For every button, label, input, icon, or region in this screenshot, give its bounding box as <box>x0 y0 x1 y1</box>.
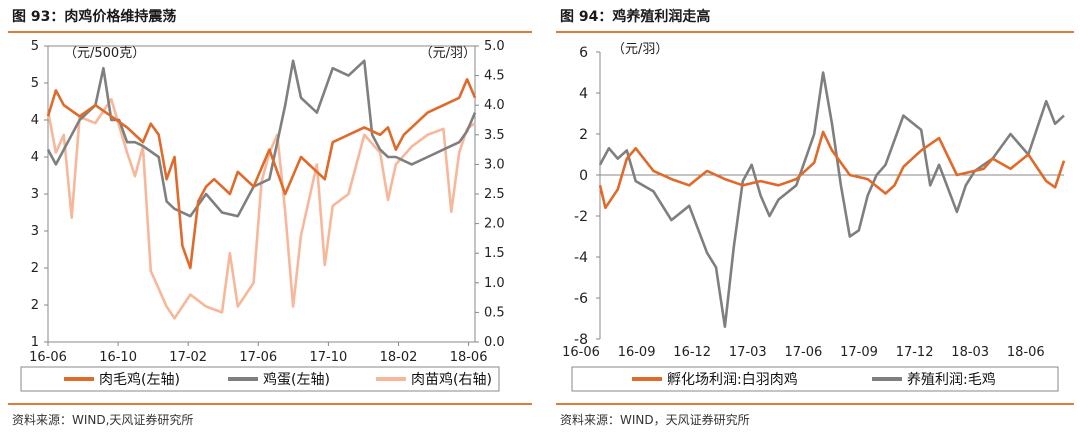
series-line-0 <box>598 130 1066 210</box>
x-axis-tick-label: 18-06 <box>1007 345 1045 360</box>
x-axis-tick-label: 17-09 <box>840 345 878 360</box>
legend-box <box>571 366 1059 392</box>
legend-box <box>20 366 500 392</box>
x-axis-tick-label: 17-10 <box>310 350 348 365</box>
y-axis-tick-label: 6 <box>579 45 588 61</box>
right-axis-tick-label: 1.5 <box>484 246 505 261</box>
left-axis-tick-label: 5 <box>31 39 39 54</box>
left-axis-tick-label: 3 <box>31 187 39 202</box>
left-axis-tick-label: 4 <box>31 113 39 128</box>
legend-label-1: 鸡蛋(左轴) <box>263 371 330 388</box>
x-axis-tick-label: 17-02 <box>169 350 207 365</box>
chart-title: 图 93：肉鸡价格维持震荡 <box>12 9 177 25</box>
x-axis-tick-label: 17-03 <box>729 345 767 360</box>
title-divider <box>8 31 532 33</box>
right-axis-tick-label: 5.0 <box>484 39 505 54</box>
chart-title: 图 94：鸡养殖利润走高 <box>560 9 711 25</box>
left-axis-tick-label: 5 <box>31 76 39 91</box>
y-axis-tick-label: 0 <box>579 168 588 184</box>
y-axis-tick-label: -8 <box>574 332 588 348</box>
title-divider <box>556 31 1074 33</box>
right-axis-tick-label: 3.5 <box>484 128 505 143</box>
x-axis-tick-label: 18-06 <box>450 350 488 365</box>
y-axis-unit: （元/羽） <box>612 42 668 57</box>
right-axis-tick-label: 4.0 <box>484 98 505 113</box>
x-axis-tick-label: 18-02 <box>380 350 418 365</box>
legend-label-2: 肉苗鸡(右轴) <box>411 371 492 388</box>
left-axis-tick-label: 2 <box>31 261 39 276</box>
right-axis-tick-label: 0.0 <box>484 335 505 350</box>
source-divider <box>556 403 1074 405</box>
left-axis-tick-label: 1 <box>31 335 39 350</box>
legend-label-0: 孵化场利润:白羽肉鸡 <box>667 371 798 388</box>
right-axis-unit: （元/羽） <box>420 46 476 61</box>
x-axis-tick-label: 16-10 <box>99 350 137 365</box>
right-axis-tick-label: 0.5 <box>484 305 505 320</box>
x-axis-tick-label: 16-06 <box>29 350 67 365</box>
y-axis-tick-label: 2 <box>579 127 588 143</box>
x-axis-tick-label: 18-03 <box>951 345 989 360</box>
x-axis-tick-label: 17-12 <box>896 345 934 360</box>
figure-94: 图 94：鸡养殖利润走高 6 4 2 0 -2 -4 -6 -8 16-06 16-09 16-12… <box>556 0 1076 433</box>
right-axis-tick-label: 3.0 <box>484 157 505 172</box>
right-axis-tick-label: 2.5 <box>484 187 505 202</box>
series-line-0 <box>46 78 477 270</box>
right-axis-tick-label: 1.0 <box>484 276 505 291</box>
profit-chart: 6 4 2 0 -2 -4 -6 -816-06 16-09 16-12 17-03 17-06 17-… <box>562 42 1066 392</box>
x-axis-tick-label: 17-06 <box>239 350 277 365</box>
x-axis-tick-label: 16-09 <box>618 345 656 360</box>
figure-93: 图 93：肉鸡价格维持震荡 5 5 4 4 3 3 2 2 1 5.0 4.5 4.0 3.5 3.0 2.… <box>8 0 532 433</box>
series-line-2 <box>46 98 476 320</box>
legend: 肉毛鸡(左轴) 鸡蛋(左轴) 肉苗鸡(右轴) <box>20 366 500 392</box>
left-axis-tick-label: 3 <box>31 224 39 239</box>
x-axis-tick-label: 16-06 <box>562 345 600 360</box>
y-axis-tick-label: -2 <box>574 209 588 225</box>
price-chart: 5 5 4 4 3 3 2 2 1 5.0 4.5 4.0 3.5 3.0 2.5 2.0 1.5 1.0 0.5 0… <box>20 39 505 392</box>
left-axis-tick-label: 4 <box>31 150 39 165</box>
series-line-1 <box>598 71 1065 328</box>
right-axis-tick-label: 2.0 <box>484 217 505 232</box>
x-axis-tick-label: 16-12 <box>673 345 711 360</box>
right-axis-tick-label: 4.5 <box>484 69 505 84</box>
source-note: 资料来源：WIND,天风证券研究所 <box>12 413 194 427</box>
legend-label-1: 养殖利润:毛鸡 <box>907 371 996 388</box>
y-axis-tick-label: -6 <box>574 291 588 307</box>
source-divider <box>8 403 532 405</box>
legend-label-0: 肉毛鸡(左轴) <box>99 371 180 388</box>
legend: 孵化场利润:白羽肉鸡 养殖利润:毛鸡 <box>571 366 1059 392</box>
y-axis-tick-label: 4 <box>579 86 588 102</box>
left-axis-unit: （元/500克） <box>64 46 145 61</box>
left-axis-tick-label: 2 <box>31 298 39 313</box>
source-note: 资料来源：WIND，天风证券研究所 <box>560 413 750 427</box>
x-axis-tick-label: 17-06 <box>785 345 823 360</box>
y-axis-tick-label: -4 <box>574 250 588 266</box>
